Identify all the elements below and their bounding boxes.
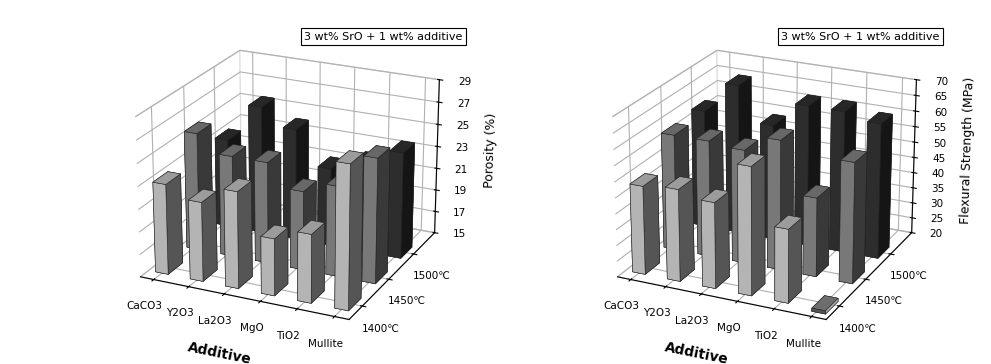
Text: 3 wt% SrO + 1 wt% additive: 3 wt% SrO + 1 wt% additive <box>781 32 939 42</box>
X-axis label: Additive: Additive <box>663 340 729 364</box>
X-axis label: Additive: Additive <box>186 340 253 364</box>
Text: 3 wt% SrO + 1 wt% additive: 3 wt% SrO + 1 wt% additive <box>304 32 463 42</box>
